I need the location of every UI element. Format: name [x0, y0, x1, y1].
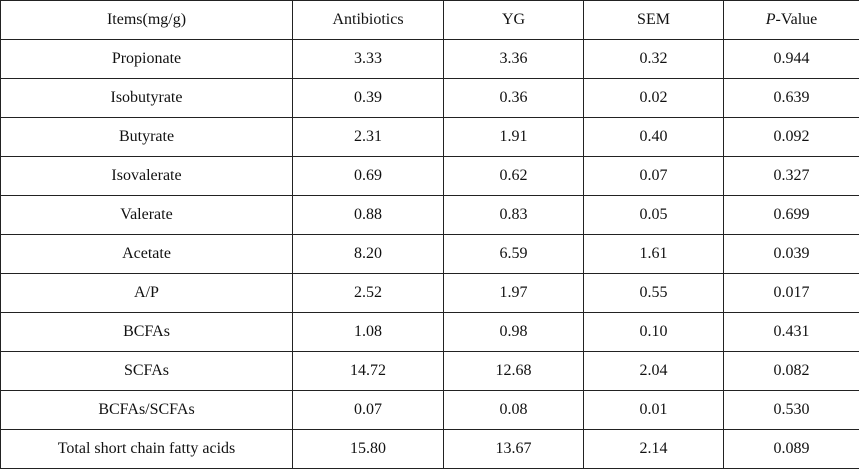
- table-cell: Total short chain fatty acids: [1, 430, 293, 469]
- table-cell: Acetate: [1, 235, 293, 274]
- table-cell: 1.91: [444, 118, 584, 157]
- table-cell: SCFAs: [1, 352, 293, 391]
- table-cell: 2.31: [293, 118, 444, 157]
- table-cell: BCFAs: [1, 313, 293, 352]
- table-cell: BCFAs/SCFAs: [1, 391, 293, 430]
- table-cell: 0.55: [584, 274, 724, 313]
- table-cell: 14.72: [293, 352, 444, 391]
- table-cell: 0.05: [584, 196, 724, 235]
- table-cell: 0.327: [724, 157, 859, 196]
- table-cell: Valerate: [1, 196, 293, 235]
- table-cell: A/P: [1, 274, 293, 313]
- table-cell: 3.36: [444, 40, 584, 79]
- header-cell: P-Value: [724, 1, 859, 40]
- table-cell: 0.39: [293, 79, 444, 118]
- table-cell: 0.32: [584, 40, 724, 79]
- table-cell: 2.04: [584, 352, 724, 391]
- table-cell: 0.039: [724, 235, 859, 274]
- table-cell: 0.699: [724, 196, 859, 235]
- table-cell: 2.14: [584, 430, 724, 469]
- table-cell: 0.944: [724, 40, 859, 79]
- table-cell: Isovalerate: [1, 157, 293, 196]
- table-cell: 0.62: [444, 157, 584, 196]
- table-cell: 0.639: [724, 79, 859, 118]
- table-cell: 0.98: [444, 313, 584, 352]
- table-cell: 12.68: [444, 352, 584, 391]
- header-cell: Antibiotics: [293, 1, 444, 40]
- table-cell: 6.59: [444, 235, 584, 274]
- table-cell: 0.092: [724, 118, 859, 157]
- table-cell: 2.52: [293, 274, 444, 313]
- table-cell: 0.07: [584, 157, 724, 196]
- table-cell: Propionate: [1, 40, 293, 79]
- table-cell: 0.431: [724, 313, 859, 352]
- table-cell: 1.08: [293, 313, 444, 352]
- table-cell: 1.97: [444, 274, 584, 313]
- table-cell: 0.69: [293, 157, 444, 196]
- header-cell: SEM: [584, 1, 724, 40]
- table-cell: 3.33: [293, 40, 444, 79]
- table-cell: 0.10: [584, 313, 724, 352]
- table-cell: 0.02: [584, 79, 724, 118]
- table-cell: 8.20: [293, 235, 444, 274]
- table-cell: 0.83: [444, 196, 584, 235]
- table-cell: 0.08: [444, 391, 584, 430]
- table-cell: 13.67: [444, 430, 584, 469]
- header-cell: Items(mg/g): [1, 1, 293, 40]
- table-cell: Isobutyrate: [1, 79, 293, 118]
- table-cell: 0.017: [724, 274, 859, 313]
- table-cell: 0.530: [724, 391, 859, 430]
- table-cell: 0.40: [584, 118, 724, 157]
- table-cell: 1.61: [584, 235, 724, 274]
- table-cell: 0.089: [724, 430, 859, 469]
- table-cell: 0.07: [293, 391, 444, 430]
- table-cell: 0.36: [444, 79, 584, 118]
- table-cell: 15.80: [293, 430, 444, 469]
- table-cell: 0.01: [584, 391, 724, 430]
- header-cell: YG: [444, 1, 584, 40]
- table-cell: Butyrate: [1, 118, 293, 157]
- table-cell: 0.88: [293, 196, 444, 235]
- table-cell: 0.082: [724, 352, 859, 391]
